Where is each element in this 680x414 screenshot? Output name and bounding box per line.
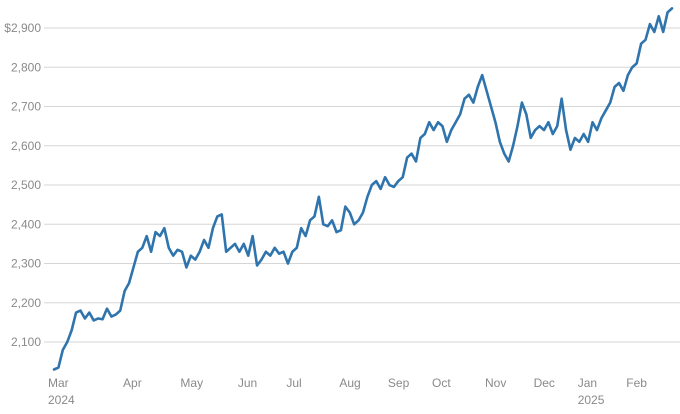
x-tick-label: Nov [485, 376, 506, 390]
y-tick-label: 2,700 [11, 100, 41, 114]
x-tick-label: Feb [626, 376, 647, 390]
y-tick-label: 2,200 [11, 296, 41, 310]
y-tick-label: 2,300 [11, 257, 41, 271]
x-tick-label: May [180, 376, 203, 390]
x-tick-label: Jul [286, 376, 301, 390]
y-tick-label: 2,600 [11, 139, 41, 153]
y-tick-label: 2,100 [11, 335, 41, 349]
x-tick-label: Mar [48, 376, 69, 390]
y-tick-label: 2,400 [11, 217, 41, 231]
y-tick-label: $2,900 [4, 21, 41, 35]
x-tick-label: Jun [238, 376, 257, 390]
y-tick-label: 2,800 [11, 60, 41, 74]
data-line [52, 7, 674, 371]
x-tick-label: Sep [388, 376, 410, 390]
x-tick-label: Oct [432, 376, 451, 390]
x-tick-label: Jan [578, 376, 597, 390]
x-tick-label: Aug [339, 376, 360, 390]
x-year-label: 2024 [48, 393, 75, 407]
x-tick-label: Dec [534, 376, 555, 390]
y-tick-label: 2,500 [11, 178, 41, 192]
x-year-label: 2025 [578, 393, 605, 407]
x-tick-label: Apr [123, 376, 142, 390]
